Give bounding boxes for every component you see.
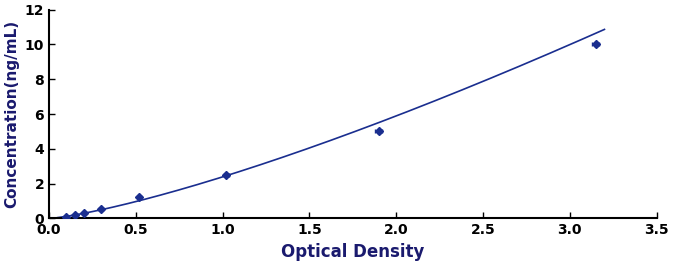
- X-axis label: Optical Density: Optical Density: [281, 243, 425, 261]
- Y-axis label: Concentration(ng/mL): Concentration(ng/mL): [4, 20, 19, 208]
